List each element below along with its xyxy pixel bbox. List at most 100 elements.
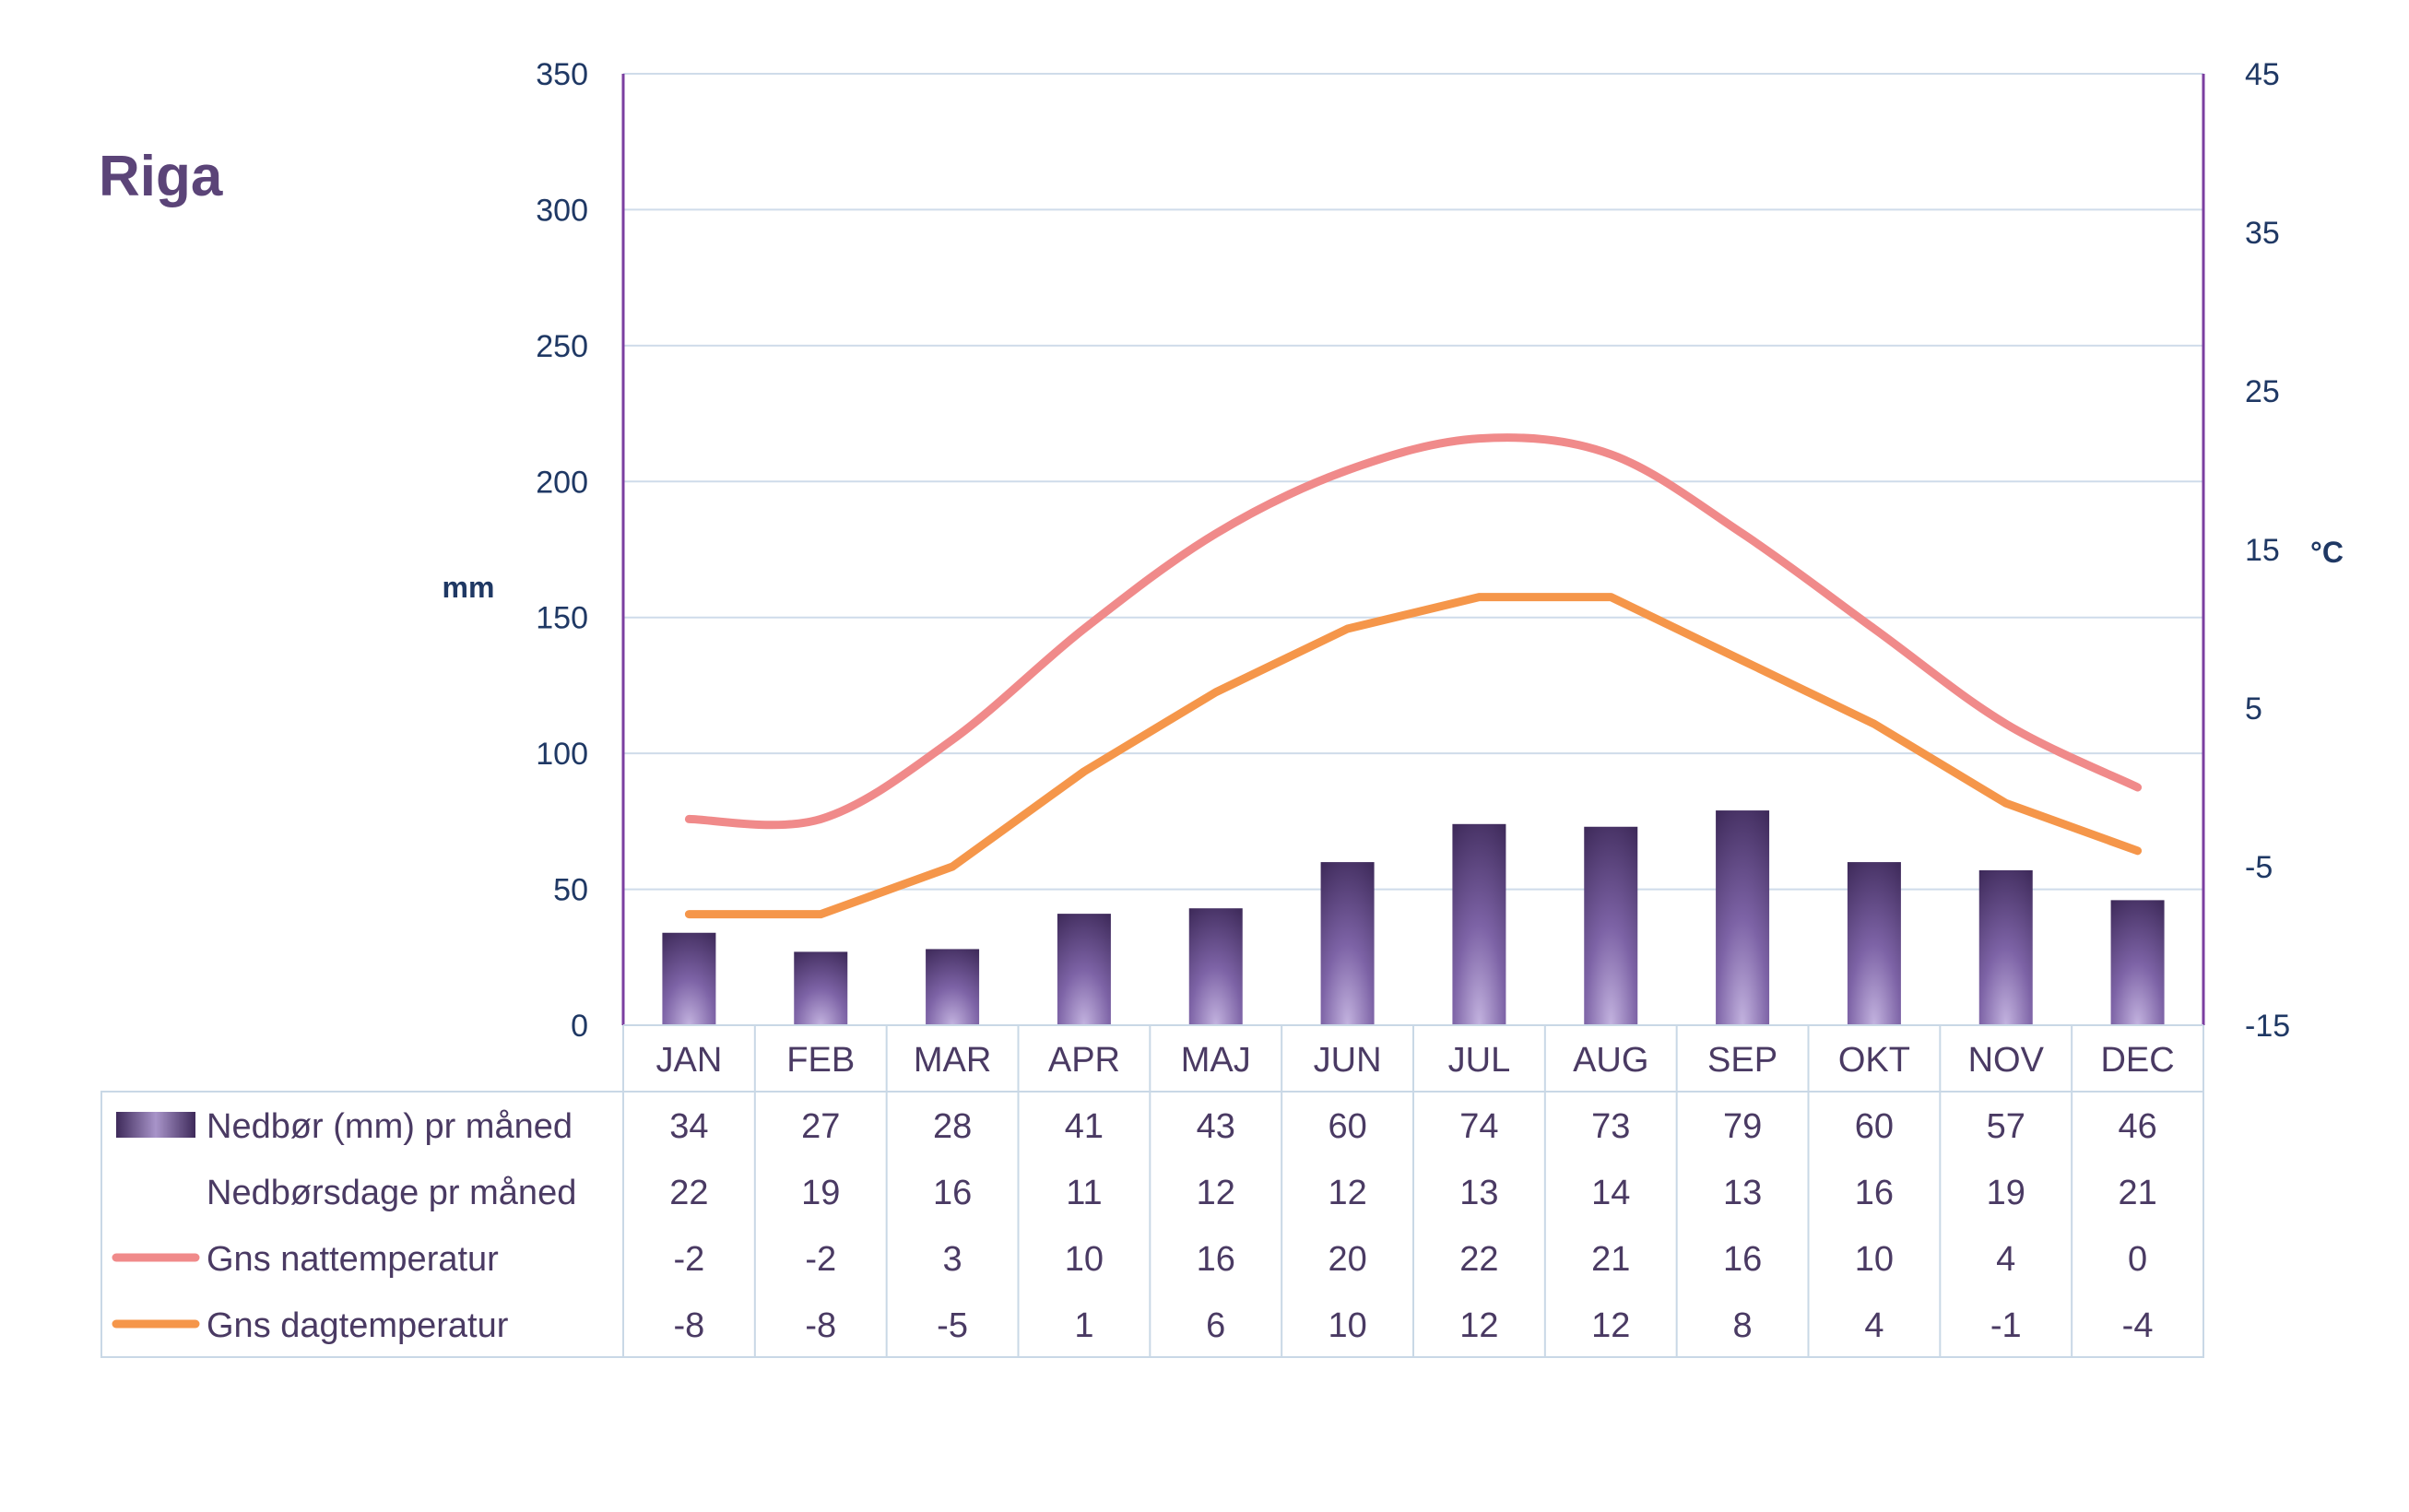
row-label: Nedbørsdage pr måned xyxy=(207,1174,576,1212)
night-temperature-line xyxy=(684,433,2143,830)
month-label: AUG xyxy=(1573,1041,1648,1080)
right-axis-label: °C xyxy=(2310,536,2344,569)
table-cell: 16 xyxy=(1197,1240,1235,1279)
table-cell: 12 xyxy=(1459,1306,1498,1345)
table-cell: -2 xyxy=(674,1240,705,1279)
month-label: FEB xyxy=(786,1041,855,1080)
month-label: APR xyxy=(1048,1041,1120,1080)
table-cell: 57 xyxy=(1987,1107,2025,1146)
table-cell: -8 xyxy=(805,1306,836,1345)
precipitation-bar xyxy=(1188,908,1243,1025)
table-cell: 6 xyxy=(1206,1306,1225,1345)
table-cell: 11 xyxy=(1066,1174,1102,1212)
table-cell: 41 xyxy=(1065,1107,1104,1146)
table-cell: -5 xyxy=(937,1306,968,1345)
precipitation-bar xyxy=(2110,900,2165,1025)
month-label: DEC xyxy=(2100,1041,2174,1080)
precipitation-bar xyxy=(926,949,980,1025)
month-label: MAR xyxy=(914,1041,991,1080)
table-cell: 0 xyxy=(2128,1240,2147,1279)
precipitation-bars xyxy=(662,810,2165,1025)
axes: 0 50 100 150 200 250 300 350 -15 -5 5 15 25 35 45 mm °C xyxy=(443,57,2344,1044)
table-cell: 12 xyxy=(1328,1174,1366,1212)
row-label: Gns nattemperatur xyxy=(207,1240,499,1279)
table-cell: 19 xyxy=(1987,1174,2025,1212)
table-cell: 21 xyxy=(2118,1174,2156,1212)
table-cell: 12 xyxy=(1197,1174,1235,1212)
table-cell: 1 xyxy=(1074,1306,1093,1345)
data-table: JAN FEB MAR APR MAJ JUN JUL AUG SEP OKT NOV DEC Nedb… xyxy=(100,1024,2204,1358)
table-cell: 28 xyxy=(933,1107,972,1146)
left-tick-label: 350 xyxy=(536,57,588,92)
month-label: MAJ xyxy=(1181,1041,1251,1080)
table-cell: 10 xyxy=(1855,1240,1894,1279)
month-label: NOV xyxy=(1968,1041,2045,1080)
legend-key-bar xyxy=(116,1112,195,1138)
month-label: SEP xyxy=(1707,1041,1777,1080)
month-label: JUN xyxy=(1314,1041,1382,1080)
left-axis-label: mm xyxy=(443,571,495,604)
chart-title: Riga xyxy=(99,145,223,208)
precipitation-bar xyxy=(1057,914,1111,1025)
precipitation-bar xyxy=(662,932,716,1025)
table-cell: 79 xyxy=(1723,1107,1762,1146)
month-label: JAN xyxy=(656,1041,723,1080)
table-cell: 60 xyxy=(1328,1107,1366,1146)
precipitation-bar xyxy=(1716,810,1770,1025)
table-cell: 46 xyxy=(2118,1107,2156,1146)
left-tick-label: 50 xyxy=(553,873,588,908)
right-tick-label: 5 xyxy=(2245,691,2262,726)
precipitation-bar xyxy=(1452,823,1506,1025)
table-cell: 21 xyxy=(1591,1240,1630,1279)
table-cell: 34 xyxy=(669,1107,708,1146)
temperature-lines xyxy=(684,433,2143,919)
table-cell: 60 xyxy=(1855,1107,1894,1146)
table-cell: 4 xyxy=(1864,1306,1884,1345)
table-cell: 16 xyxy=(933,1174,972,1212)
right-tick-label: -15 xyxy=(2245,1009,2290,1044)
table-cell: 73 xyxy=(1591,1107,1630,1146)
table-cell: 14 xyxy=(1591,1174,1630,1212)
table-cell: 3 xyxy=(943,1240,962,1279)
right-tick-label: 15 xyxy=(2245,533,2280,568)
table-cell: 74 xyxy=(1459,1107,1498,1146)
precipitation-bar xyxy=(1584,826,1638,1025)
table-cell: 16 xyxy=(1855,1174,1894,1212)
left-tick-label: 0 xyxy=(571,1009,588,1044)
table-cell: 16 xyxy=(1723,1240,1762,1279)
table-cell: 4 xyxy=(1996,1240,2015,1279)
left-tick-label: 150 xyxy=(536,601,588,636)
table-cell: 10 xyxy=(1065,1240,1104,1279)
precipitation-bar xyxy=(1320,862,1375,1025)
table-cell: -8 xyxy=(674,1306,705,1345)
precipitation-bar xyxy=(1978,869,2033,1025)
table-cell: -4 xyxy=(2122,1306,2154,1345)
day-temperature-line xyxy=(684,593,2143,919)
table-cell: 12 xyxy=(1591,1306,1630,1345)
table-cell: 43 xyxy=(1197,1107,1235,1146)
precipitation-bar xyxy=(1847,862,1901,1025)
month-label: OKT xyxy=(1838,1041,1910,1080)
left-tick-label: 200 xyxy=(536,465,588,500)
right-tick-label: 45 xyxy=(2245,57,2280,92)
table-cell: 13 xyxy=(1723,1174,1762,1212)
table-cell: 20 xyxy=(1328,1240,1366,1279)
table-cell: 10 xyxy=(1328,1306,1366,1345)
table-cell: 13 xyxy=(1459,1174,1498,1212)
table-cell: -2 xyxy=(805,1240,836,1279)
row-label: Gns dagtemperatur xyxy=(207,1306,509,1345)
gridlines xyxy=(623,73,2203,891)
left-tick-label: 100 xyxy=(536,737,588,772)
left-tick-label: 300 xyxy=(536,193,588,228)
table-cell: -1 xyxy=(1990,1306,2022,1345)
precipitation-bar xyxy=(794,951,848,1025)
right-tick-label: 35 xyxy=(2245,216,2280,251)
table-cell: 19 xyxy=(801,1174,840,1212)
table-cell: 8 xyxy=(1733,1306,1753,1345)
table-cell: 27 xyxy=(801,1107,840,1146)
month-label: JUL xyxy=(1448,1041,1511,1080)
table-cell: 22 xyxy=(1459,1240,1498,1279)
right-tick-label: -5 xyxy=(2245,850,2273,885)
left-tick-label: 250 xyxy=(536,329,588,364)
